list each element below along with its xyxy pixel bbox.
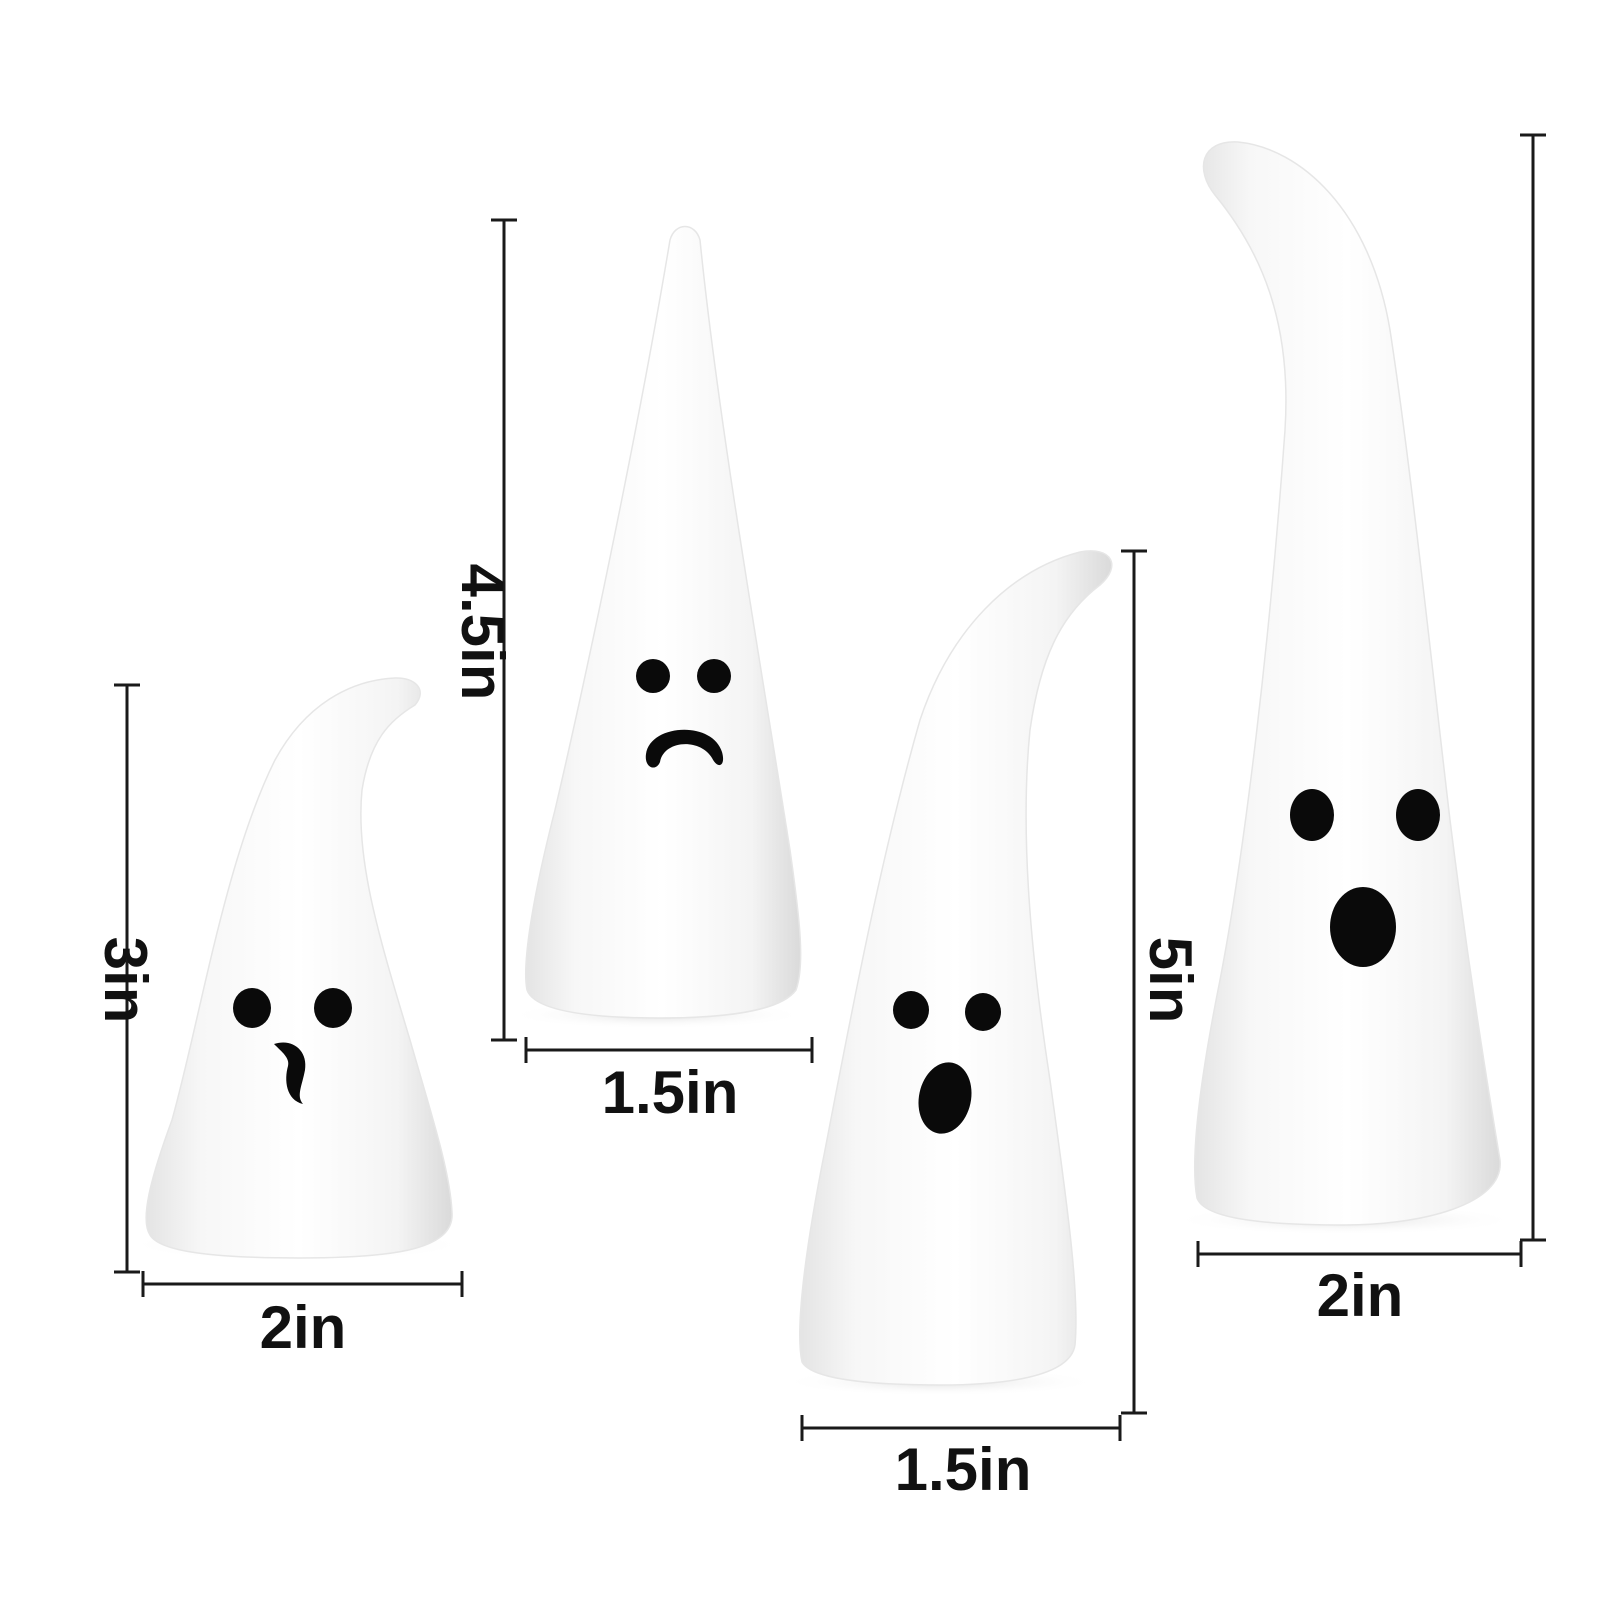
- small-bent-ghost: [127, 677, 467, 1261]
- height-dimension-small-ghost: 3in: [92, 683, 159, 1274]
- height-label: 5in: [1137, 937, 1204, 1024]
- width-dimension-tallest-ghost: 2in: [1196, 1241, 1523, 1329]
- left-eye: [893, 991, 929, 1029]
- ghost-body: [145, 677, 453, 1259]
- width-label: 1.5in: [895, 1436, 1032, 1503]
- medium-bent-ghost: [780, 550, 1113, 1396]
- width-label: 2in: [260, 1294, 347, 1361]
- frown-mouth: [645, 729, 724, 768]
- ghost-body: [1194, 141, 1501, 1226]
- left-eye: [636, 659, 670, 693]
- width-dimension-cone-ghost: 1.5in: [524, 1037, 814, 1126]
- right-eye: [965, 993, 1001, 1031]
- height-label: 3in: [92, 937, 159, 1024]
- width-dimension-medium-ghost: 1.5in: [800, 1415, 1122, 1503]
- height-dimension-tallest-ghost: [1520, 133, 1546, 1242]
- right-eye: [697, 659, 731, 693]
- width-dimension-small-ghost: 2in: [141, 1271, 464, 1361]
- tall-cone-ghost: [507, 225, 807, 1029]
- height-dimension-cone-ghost: 4.5in: [449, 218, 517, 1042]
- ghost-body: [799, 550, 1113, 1386]
- ghost-body: [525, 225, 802, 1019]
- surprised-mouth: [1330, 887, 1396, 967]
- tallest-bent-ghost: [1170, 141, 1520, 1235]
- surprised-mouth: [918, 1062, 972, 1134]
- width-label: 2in: [1317, 1262, 1404, 1329]
- height-label: 4.5in: [449, 564, 516, 701]
- height-dimension-medium-ghost: 5in: [1121, 549, 1204, 1415]
- left-eye: [1290, 789, 1334, 841]
- right-eye: [1396, 789, 1440, 841]
- smirk-mouth: [274, 1042, 306, 1104]
- right-eye: [314, 988, 352, 1028]
- width-label: 1.5in: [602, 1059, 739, 1126]
- left-eye: [233, 988, 271, 1028]
